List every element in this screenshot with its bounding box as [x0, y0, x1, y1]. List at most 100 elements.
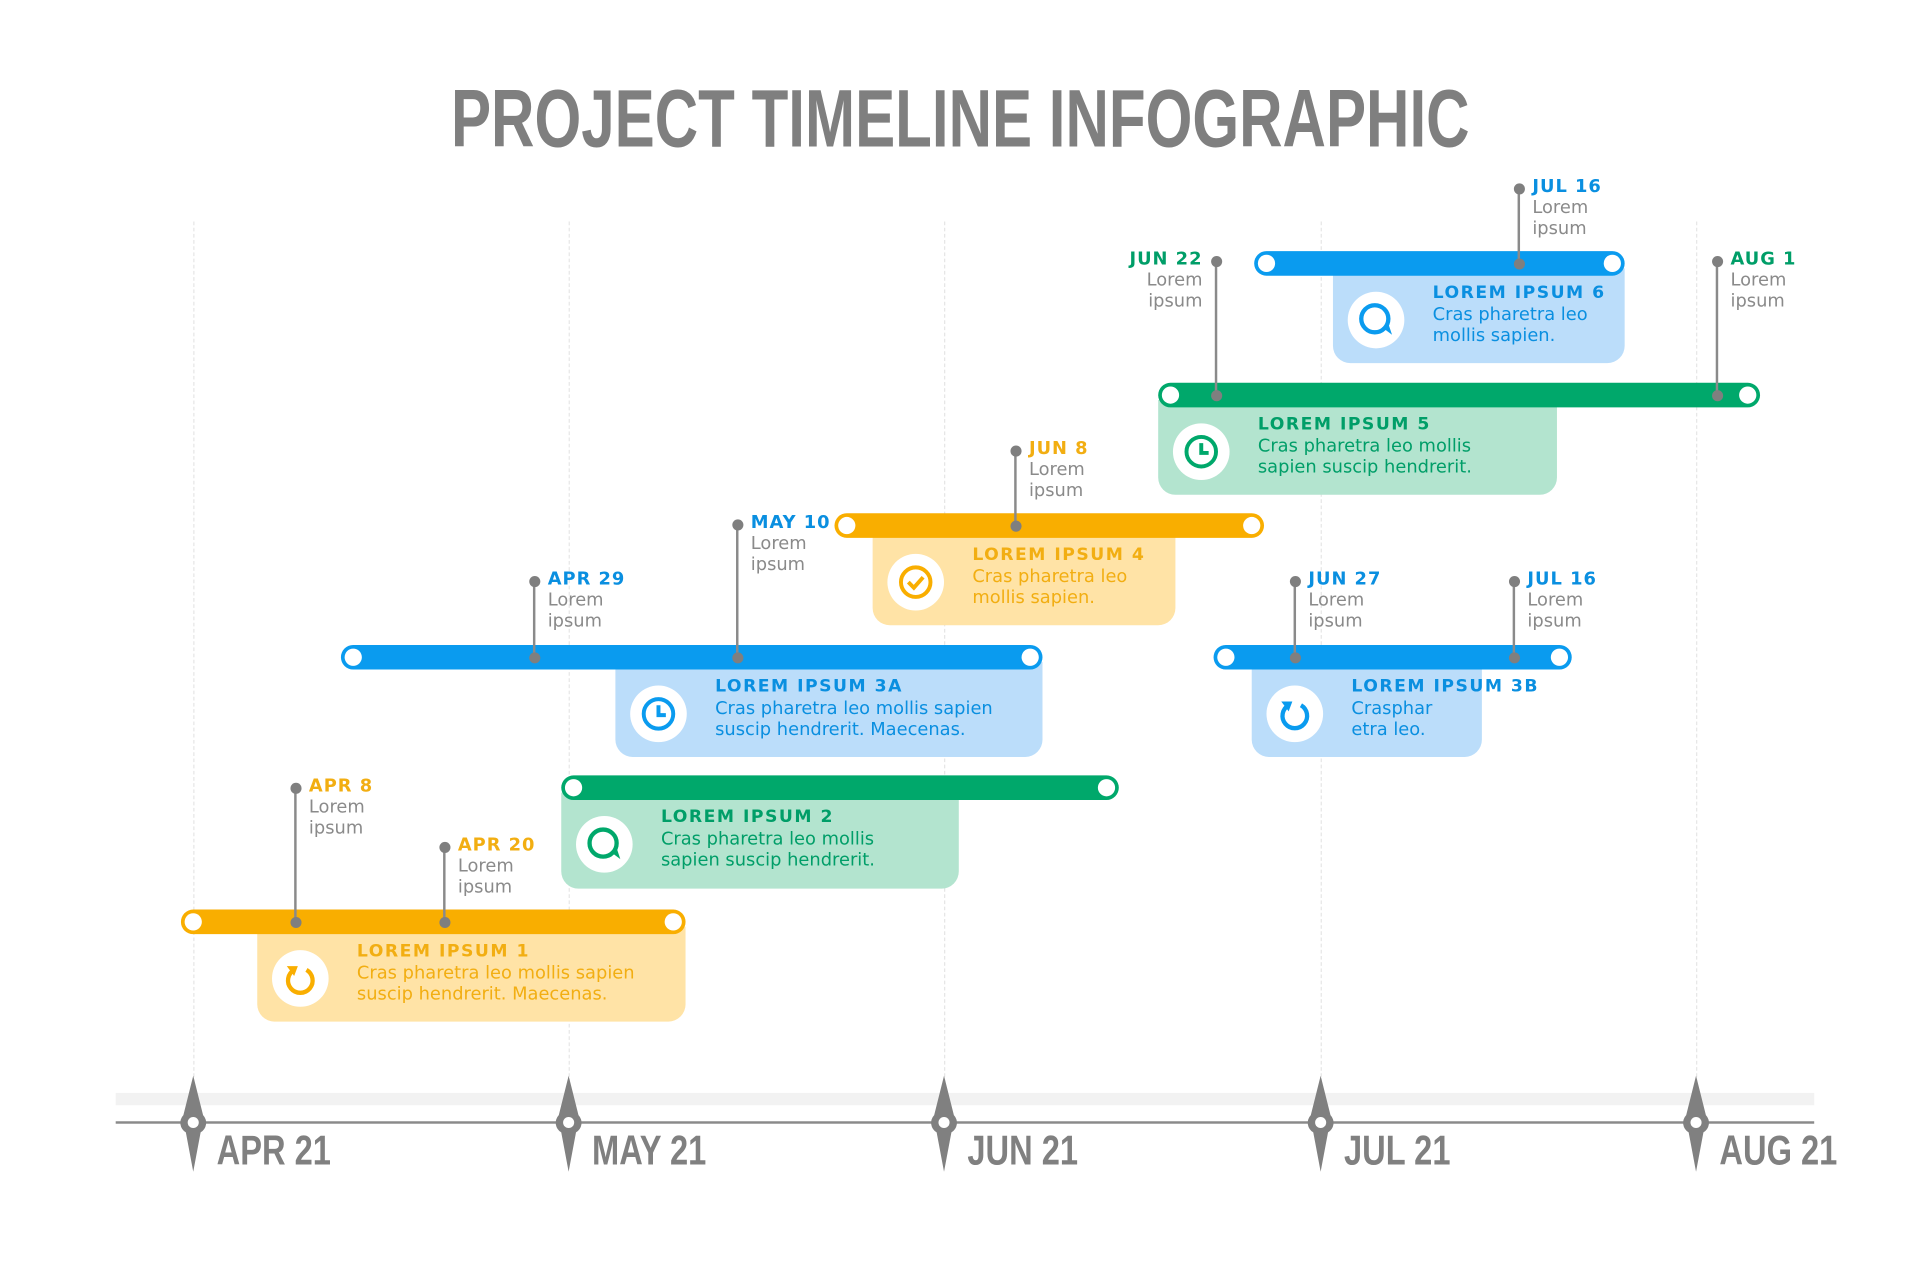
milestone-date: MAY 10 — [750, 513, 831, 533]
clock-badge — [1172, 422, 1230, 480]
milestone-top-dot — [289, 782, 301, 794]
axis-label-text: MAY 21 — [592, 1127, 707, 1175]
task-card[interactable]: LOREM IPSUM 6 Cras pharetra leo mollis sap… — [1332, 268, 1625, 364]
bar-start-handle — [1217, 648, 1235, 666]
task-description: Cras pharetra leo — [972, 567, 1128, 588]
milestone-note: Lorem — [547, 590, 604, 611]
task-description: mollis sapien. — [1432, 326, 1556, 346]
bar-start-handle — [564, 779, 583, 797]
axis-label: MAY 21 — [592, 1127, 739, 1175]
task-title: LOREM IPSUM 5 — [1257, 414, 1431, 435]
milestone-note: ipsum — [1148, 291, 1203, 312]
milestone-stem — [1715, 260, 1719, 396]
milestone-note: ipsum — [750, 555, 806, 575]
title-text: PROJECT TIMELINE INFOGRAPHIC — [450, 72, 1470, 164]
milestone-top-dot — [1009, 444, 1021, 457]
chat-bubble-icon — [1356, 300, 1395, 339]
bar-start-handle — [838, 516, 856, 535]
task-title: LOREM IPSUM 6 — [1432, 283, 1606, 303]
milestone-bar-dot — [1289, 651, 1301, 663]
task-title: LOREM IPSUM 3B — [1351, 676, 1540, 697]
chat-bubble-icon — [585, 825, 624, 864]
bar-end-handle — [1550, 648, 1569, 666]
milestone-note: ipsum — [1730, 291, 1785, 312]
task-card[interactable]: LOREM IPSUM 3A Cras pharetra leo mollis s… — [615, 662, 1043, 757]
task-bar[interactable] — [340, 644, 1043, 670]
milestone-top-dot — [1289, 575, 1301, 587]
task-bar[interactable] — [1158, 382, 1761, 408]
milestone-top-dot — [731, 518, 743, 530]
milestone-date: JUL 16 — [1527, 569, 1597, 590]
task-card[interactable]: LOREM IPSUM 1 Cras pharetra leo mollis sa… — [257, 926, 686, 1022]
task-description: etra leo. — [1351, 720, 1426, 740]
milestone-stem — [1512, 580, 1516, 658]
milestone-stem — [294, 787, 297, 922]
refresh-badge — [1266, 684, 1324, 742]
page-title: PROJECT TIMELINE INFOGRAPHIC — [0, 71, 1920, 165]
milestone-bar-dot — [1009, 520, 1021, 532]
milestone-stem — [1214, 260, 1218, 396]
task-description: suscip hendrerit. Maecenas. — [715, 720, 966, 740]
task-card[interactable]: LOREM IPSUM 3B Crasphar etra leo. — [1251, 662, 1538, 757]
milestone-note: Lorem — [1028, 460, 1085, 481]
milestone-note: ipsum — [308, 818, 364, 839]
task-card[interactable]: LOREM IPSUM 4 Cras pharetra leo mollis sap… — [872, 530, 1176, 626]
task-description: sapien suscip hendrerit. — [660, 850, 875, 871]
task-bar[interactable] — [561, 775, 1119, 801]
milestone-label: JUN 27 Lorem ipsum — [1308, 570, 1381, 633]
milestone-stem — [532, 580, 536, 658]
task-description: mollis sapien. — [972, 588, 1095, 609]
bar-end-handle — [1739, 386, 1757, 404]
milestone-date: JUN 22 — [1129, 249, 1203, 270]
milestone-bar-dot — [528, 651, 540, 663]
milestone-top-dot — [438, 841, 450, 853]
task-description: Cras pharetra leo mollis sapien — [356, 963, 635, 984]
task-title: LOREM IPSUM 2 — [660, 807, 834, 828]
milestone-label: JUL 16 Lorem ipsum — [1532, 177, 1601, 240]
task-description: Cras pharetra leo — [1432, 305, 1588, 325]
axis-label-text: AUG 21 — [1719, 1127, 1838, 1175]
task-description: suscip hendrerit. Maecenas. — [356, 984, 608, 1005]
milestone-top-dot — [1711, 255, 1723, 267]
task-title: LOREM IPSUM 1 — [356, 941, 530, 962]
gridline — [193, 221, 195, 1084]
axis-label: AUG 21 — [1719, 1127, 1870, 1175]
axis-label: JUN 21 — [967, 1127, 1109, 1175]
task-bar[interactable] — [834, 513, 1265, 538]
milestone-bar-dot — [438, 916, 450, 928]
task-description: Cras pharetra leo mollis sapien — [715, 699, 993, 719]
milestone-note: ipsum — [457, 877, 513, 898]
milestone-note: Lorem — [308, 797, 365, 818]
task-card[interactable]: LOREM IPSUM 2 Cras pharetra leo mollis sap… — [561, 792, 959, 889]
milestone-label: APR 20 Lorem ipsum — [458, 836, 536, 899]
task-card[interactable]: LOREM IPSUM 5 Cras pharetra leo mollis sap… — [1158, 400, 1557, 495]
bar-end-handle — [1243, 516, 1261, 535]
chat-bubble-badge — [576, 816, 633, 873]
milestone-note: ipsum — [1028, 481, 1084, 501]
milestone-top-dot — [1508, 575, 1520, 587]
task-title: LOREM IPSUM 3A — [715, 676, 903, 697]
location-pin-icon — [1307, 1075, 1334, 1172]
task-bar[interactable] — [180, 909, 686, 935]
milestone-bar-dot — [731, 651, 743, 663]
milestone-note: Lorem — [1532, 198, 1589, 218]
chat-bubble-badge — [1347, 291, 1405, 348]
milestone-bar-dot — [1711, 389, 1723, 401]
milestone-bar-dot — [1210, 389, 1222, 401]
milestone-top-dot — [528, 575, 540, 587]
clock-badge — [630, 684, 687, 742]
milestone-date: APR 20 — [457, 835, 536, 856]
axis-label-text: JUL 21 — [1344, 1127, 1451, 1175]
task-description: sapien suscip hendrerit. — [1257, 457, 1472, 478]
location-pin-icon — [180, 1075, 207, 1172]
axis-label: APR 21 — [217, 1127, 364, 1175]
milestone-note: Lorem — [1308, 590, 1365, 611]
bar-start-handle — [1161, 386, 1180, 404]
check-circle-badge — [887, 553, 945, 610]
milestone-label: APR 29 Lorem ipsum — [548, 570, 626, 633]
task-bar[interactable] — [1254, 251, 1625, 276]
milestone-date: AUG 1 — [1730, 249, 1797, 270]
milestone-date: JUL 16 — [1532, 177, 1602, 197]
milestone-bar-dot — [289, 916, 301, 928]
